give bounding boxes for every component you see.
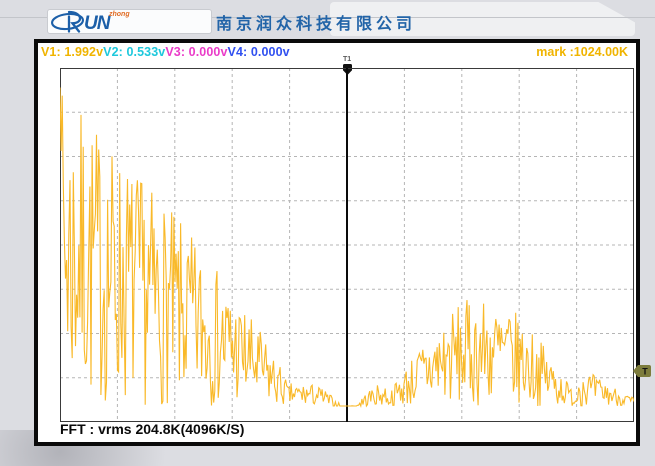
svg-text:T: T [642,367,648,377]
